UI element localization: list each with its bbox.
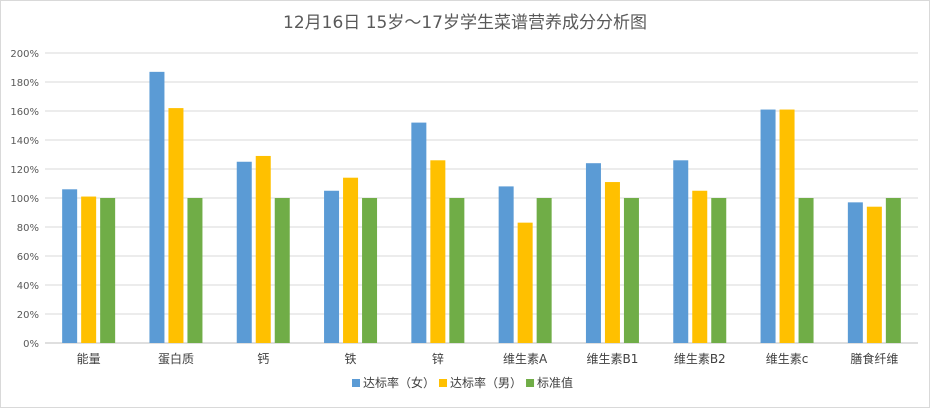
- bars: [62, 71, 901, 343]
- bar: [168, 108, 184, 343]
- y-tick-label: 40%: [17, 281, 39, 292]
- bar: [866, 206, 882, 343]
- bar: [673, 160, 689, 343]
- bar: [517, 222, 533, 343]
- bar: [81, 196, 97, 343]
- y-tick-label: 140%: [10, 136, 39, 147]
- category-label: 钙: [257, 352, 269, 366]
- bar: [449, 198, 465, 343]
- bar: [411, 122, 427, 343]
- bar: [498, 186, 514, 343]
- bar: [149, 71, 165, 343]
- bar: [847, 202, 863, 343]
- category-label: 能量: [77, 352, 101, 366]
- bar: [324, 190, 340, 343]
- bar: [885, 198, 901, 343]
- legend-swatch: [352, 379, 360, 387]
- y-tick-label: 60%: [17, 252, 39, 263]
- bar: [604, 182, 620, 343]
- bar: [274, 198, 290, 343]
- y-tick-label: 160%: [10, 107, 39, 118]
- category-label: 维生素B2: [674, 352, 726, 366]
- bar: [711, 198, 727, 343]
- bar: [100, 198, 116, 343]
- bar: [798, 198, 814, 343]
- y-tick-label: 200%: [10, 49, 39, 60]
- chart-title: 12月16日 15岁～17岁学生菜谱营养成分分析图: [283, 13, 647, 33]
- y-axis-ticks: 0% 20% 40% 60% 80% 100% 120% 140% 160% 180% 200%: [10, 49, 39, 350]
- y-tick-label: 0%: [23, 339, 39, 350]
- category-label: 铁: [345, 352, 357, 366]
- legend: 达标率（女） 达标率（男） 标准值: [352, 375, 573, 390]
- bar: [779, 109, 795, 343]
- y-tick-label: 120%: [10, 165, 39, 176]
- bar: [343, 177, 359, 343]
- category-label: 蛋白质: [158, 351, 194, 366]
- legend-swatch: [526, 379, 535, 387]
- category-label: 维生素c: [766, 352, 809, 366]
- bar: [255, 155, 271, 343]
- bar: [430, 160, 446, 343]
- bar: [760, 109, 776, 343]
- bar: [623, 198, 639, 343]
- bar: [62, 189, 78, 343]
- y-tick-label: 100%: [10, 194, 39, 205]
- legend-label: 达标率（男）: [450, 375, 522, 390]
- category-label: 膳食纤维: [850, 351, 898, 366]
- y-tick-label: 80%: [17, 223, 39, 234]
- y-tick-label: 180%: [10, 78, 39, 89]
- bar: [585, 163, 601, 343]
- x-axis-categories: 能量 蛋白质 钙 铁 锌 维生素A 维生素B1 维生素B2 维生素c 膳食纤维: [77, 351, 899, 366]
- bar: [362, 198, 378, 343]
- bar: [236, 161, 252, 343]
- bar: [536, 198, 552, 343]
- category-label: 锌: [432, 352, 444, 366]
- legend-label: 达标率（女）: [363, 375, 435, 390]
- category-label: 维生素A: [503, 352, 548, 366]
- y-tick-label: 20%: [17, 310, 39, 321]
- bar: [692, 190, 708, 343]
- legend-swatch: [439, 379, 448, 387]
- legend-label: 标准值: [537, 375, 573, 390]
- bar: [187, 198, 203, 343]
- category-label: 维生素B1: [587, 352, 639, 366]
